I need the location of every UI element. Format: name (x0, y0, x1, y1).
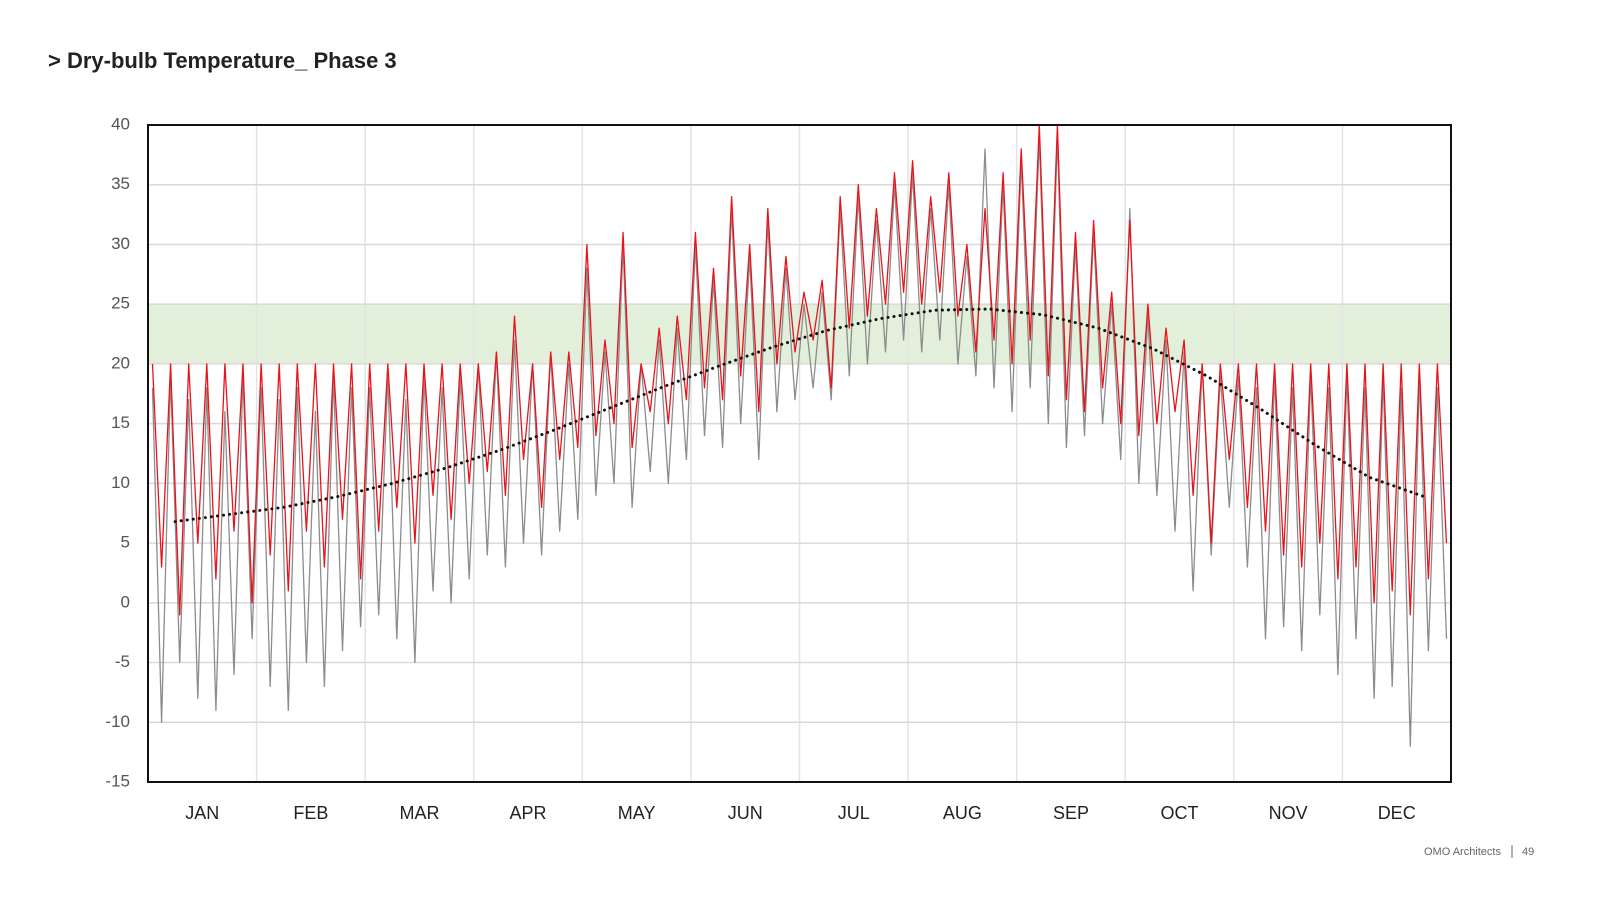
y-tick-label: 35 (111, 174, 130, 193)
x-tick-label: MAR (399, 803, 439, 823)
footer-page: 49 (1522, 846, 1534, 858)
x-tick-label: APR (510, 803, 547, 823)
x-tick-label: JUN (728, 803, 763, 823)
y-tick-label: 5 (121, 533, 130, 552)
temperature-line (151, 124, 1448, 616)
y-tick-label: 15 (111, 413, 130, 432)
y-tick-label: 30 (111, 234, 130, 253)
y-tick-label: 10 (111, 473, 130, 492)
y-tick-label: 0 (121, 592, 130, 611)
temperature-line (151, 136, 1448, 747)
plot-frame (147, 124, 1452, 783)
x-tick-label: FEB (293, 803, 328, 823)
y-tick-label: 25 (111, 294, 130, 313)
y-tick-label: -15 (105, 771, 130, 790)
page-title: > Dry-bulb Temperature_ Phase 3 (48, 48, 397, 73)
x-tick-label: JUL (838, 803, 870, 823)
trend-line (173, 307, 1426, 524)
y-tick-label: 40 (111, 114, 130, 133)
x-tick-label: OCT (1161, 803, 1199, 823)
x-tick-label: SEP (1053, 803, 1089, 823)
x-tick-label: DEC (1378, 803, 1416, 823)
y-tick-label: -10 (105, 712, 130, 731)
x-tick-label: AUG (943, 803, 982, 823)
y-tick-label: -5 (115, 652, 130, 671)
x-tick-label: NOV (1269, 803, 1308, 823)
footer-company: OMO Architects (1424, 846, 1502, 858)
x-tick-label: MAY (618, 803, 656, 823)
y-tick-label: 20 (111, 353, 130, 372)
x-tick-label: JAN (185, 803, 219, 823)
